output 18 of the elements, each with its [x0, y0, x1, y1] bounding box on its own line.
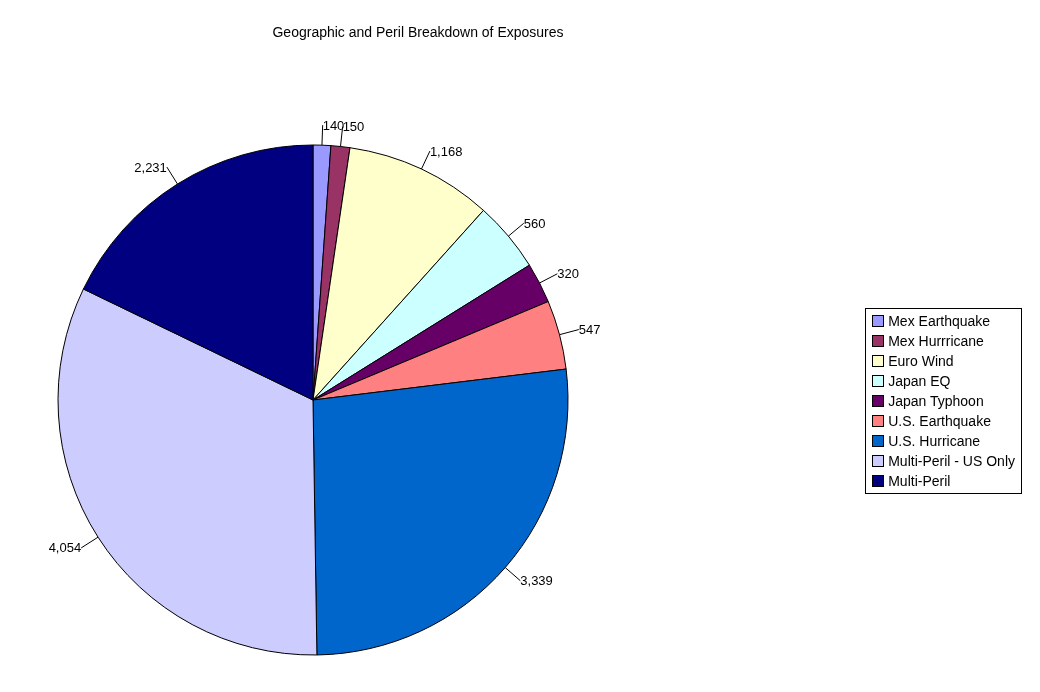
- legend-label: Multi-Peril: [888, 472, 951, 491]
- legend-label: Japan EQ: [888, 372, 951, 391]
- data-label: 3,339: [520, 573, 553, 589]
- legend-label: Japan Typhoon: [888, 392, 984, 411]
- data-label: 2,231: [134, 159, 167, 175]
- data-label: 547: [578, 322, 601, 338]
- legend-label: U.S. Hurricane: [888, 432, 981, 451]
- legend-label: Multi-Peril - US Only: [888, 452, 1015, 471]
- data-label: 1,168: [429, 143, 463, 159]
- legend-label: Mex Hurrricane: [888, 332, 984, 351]
- legend-label: U.S. Earthquake: [888, 412, 991, 431]
- data-label: 560: [523, 215, 546, 231]
- data-label: 320: [557, 266, 580, 282]
- data-label: 4,054: [48, 540, 82, 556]
- legend-label: Euro Wind: [888, 352, 954, 371]
- chart-title: Geographic and Peril Breakdown of Exposures: [271, 23, 565, 40]
- data-label: 150: [342, 119, 365, 135]
- legend-label: Mex Earthquake: [888, 312, 991, 331]
